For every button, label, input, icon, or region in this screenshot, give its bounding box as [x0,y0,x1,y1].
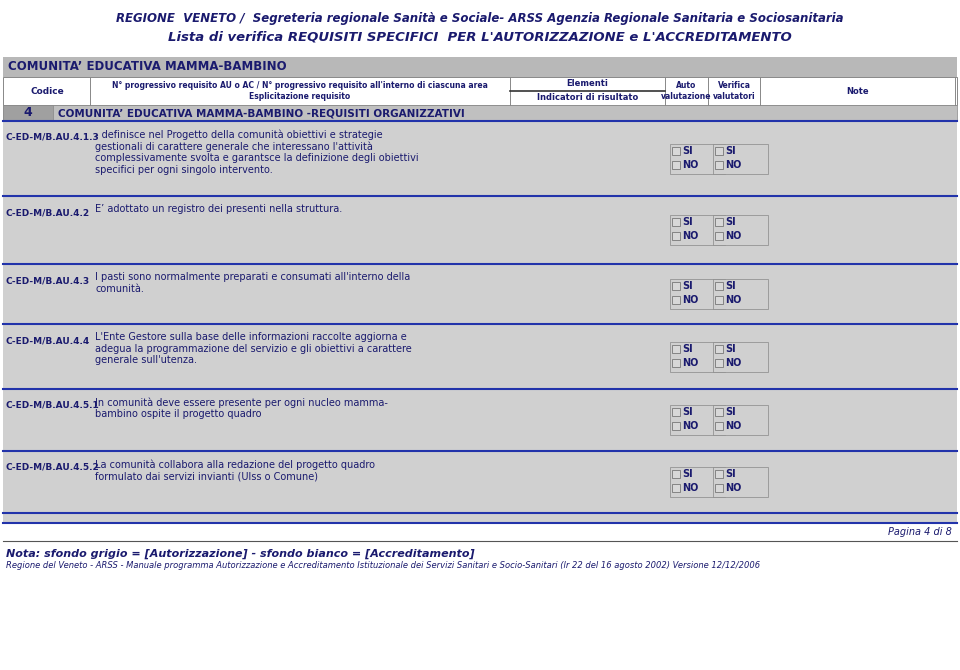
Text: NO: NO [725,295,741,305]
Text: SI: SI [725,217,735,227]
Text: SI: SI [682,344,692,354]
Text: NO: NO [725,358,741,368]
Text: Indicatori di risultato: Indicatori di risultato [537,94,638,103]
Text: NO: NO [682,421,698,431]
Text: REGIONE  VENETO /  Segreteria regionale Sanità e Sociale- ARSS Agenzia Regionale: REGIONE VENETO / Segreteria regionale Sa… [116,12,844,25]
Text: COMUNITA’ EDUCATIVA MAMMA-BAMBINO: COMUNITA’ EDUCATIVA MAMMA-BAMBINO [8,60,287,74]
Text: SI: SI [682,469,692,479]
Text: COMUNITA’ EDUCATIVA MAMMA-BAMBINO -REQUISITI ORGANIZZATIVI: COMUNITA’ EDUCATIVA MAMMA-BAMBINO -REQUI… [58,108,465,118]
Text: NO: NO [725,159,741,170]
Bar [670,279,725,309]
Bar [715,408,723,416]
Bar [715,218,723,226]
Text: E’ adottato un registro dei presenti nella struttura.: E’ adottato un registro dei presenti nel… [95,204,343,214]
Text: - definisce nel Progetto della comunità obiettivi e strategie
gestionali di cara: - definisce nel Progetto della comunità … [95,129,419,175]
Text: SI: SI [725,469,735,479]
Text: SI: SI [725,344,735,354]
Text: C-ED-M/B.AU.4.3: C-ED-M/B.AU.4.3 [6,276,90,285]
Bar [672,408,680,416]
Bar [3,513,957,523]
Bar [715,232,723,240]
Text: SI: SI [682,407,692,417]
Text: SI: SI [682,145,692,155]
Bar [3,105,957,121]
Bar [713,215,768,245]
Bar [715,161,723,168]
Bar [3,264,957,324]
Text: NO: NO [682,295,698,305]
Bar [713,279,768,309]
Bar [670,215,725,245]
Bar [3,77,957,105]
Bar [672,282,680,290]
Bar [670,467,725,497]
Bar [672,344,680,352]
Bar [713,143,768,174]
Text: Elementi: Elementi [566,80,609,88]
Text: SI: SI [725,407,735,417]
Text: NO: NO [682,483,698,493]
Bar [672,358,680,366]
Bar [3,105,53,121]
Text: NO: NO [725,231,741,241]
Text: Verifica
valutatori: Verifica valutatori [712,81,756,100]
Text: Lista di verifica REQUISITI SPECIFICI  PER L'AUTORIZZAZIONE e L'ACCREDITAMENTO: Lista di verifica REQUISITI SPECIFICI PE… [168,30,792,43]
Bar [672,296,680,304]
Text: L'Ente Gestore sulla base delle informazioni raccolte aggiorna e
adegua la progr: L'Ente Gestore sulla base delle informaz… [95,332,412,365]
Bar [670,405,725,435]
Text: NO: NO [682,358,698,368]
Text: N° progressivo requisito AU o AC / N° progressivo requisito all'interno di ciasc: N° progressivo requisito AU o AC / N° pr… [112,81,488,100]
Text: Auto
valutazione: Auto valutazione [661,81,711,100]
Text: NO: NO [725,483,741,493]
Text: Nota: sfondo grigio = [Autorizzazione] - sfondo bianco = [Accreditamento]: Nota: sfondo grigio = [Autorizzazione] -… [6,549,474,559]
Bar [670,342,725,371]
Text: La comunità collabora alla redazione del progetto quadro
formulato dai servizi i: La comunità collabora alla redazione del… [95,459,375,481]
Bar [3,451,957,513]
Text: C-ED-M/B.AU.4.4: C-ED-M/B.AU.4.4 [6,336,90,345]
Bar [3,324,957,389]
Text: Codice: Codice [31,86,64,96]
Text: In comunità deve essere presente per ogni nucleo mamma-
bambino ospite il proget: In comunità deve essere presente per ogn… [95,397,388,419]
Bar [713,342,768,371]
Text: NO: NO [725,421,741,431]
Text: I pasti sono normalmente preparati e consumati all'interno della
comunità.: I pasti sono normalmente preparati e con… [95,272,410,293]
Bar [3,121,957,196]
Bar [715,358,723,366]
Text: SI: SI [682,217,692,227]
Bar [715,296,723,304]
Text: Pagina 4 di 8: Pagina 4 di 8 [888,527,952,537]
Text: Regione del Veneto - ARSS - Manuale programma Autorizzazione e Accreditamento Is: Regione del Veneto - ARSS - Manuale prog… [6,561,760,570]
Bar [715,422,723,430]
Bar [715,470,723,478]
Text: C-ED-M/B.AU.4.1.3: C-ED-M/B.AU.4.1.3 [6,133,100,142]
Bar [672,161,680,168]
Text: SI: SI [725,145,735,155]
Bar [713,405,768,435]
Text: SI: SI [682,281,692,291]
Bar [672,218,680,226]
Bar [3,389,957,451]
Bar [672,470,680,478]
Text: NO: NO [682,159,698,170]
Bar [715,484,723,492]
Text: C-ED-M/B.AU.4.5.2: C-ED-M/B.AU.4.5.2 [6,463,100,472]
Bar [715,147,723,155]
Bar [672,422,680,430]
Bar [672,484,680,492]
Bar [715,282,723,290]
Text: C-ED-M/B.AU.4.2: C-ED-M/B.AU.4.2 [6,208,90,217]
Bar [670,143,725,174]
Bar [713,467,768,497]
Text: Note: Note [846,86,869,96]
Text: 4: 4 [24,107,33,119]
Bar [672,232,680,240]
Text: SI: SI [725,281,735,291]
Text: NO: NO [682,231,698,241]
Bar [672,147,680,155]
Bar [3,196,957,264]
Bar [3,57,957,77]
Text: C-ED-M/B.AU.4.5.1: C-ED-M/B.AU.4.5.1 [6,401,100,410]
Bar [715,344,723,352]
